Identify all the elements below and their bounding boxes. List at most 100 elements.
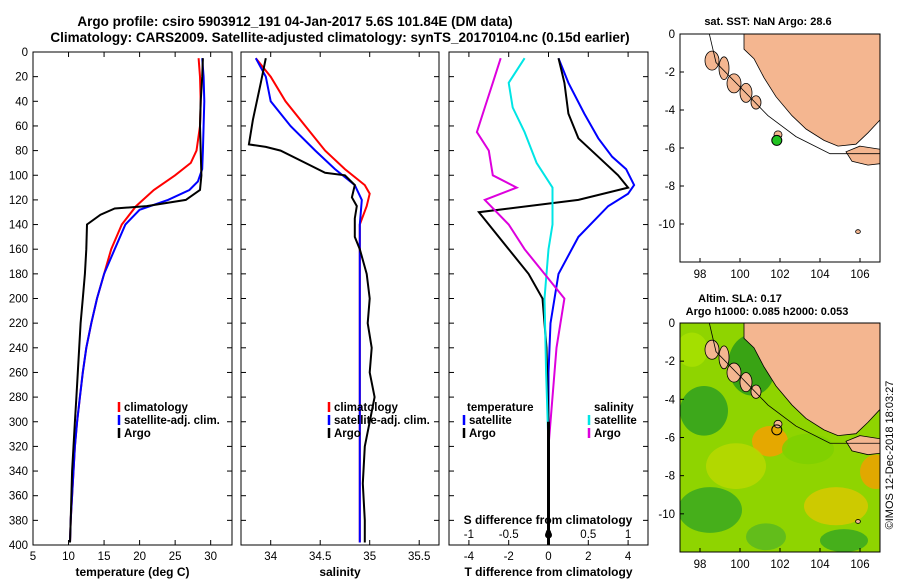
- y-tick-label: -10: [658, 509, 675, 521]
- sst-map-title: sat. SST: NaN Argo: 28.6: [704, 16, 831, 28]
- x-tick-label: -2: [504, 551, 514, 563]
- island: [718, 56, 730, 80]
- x-tick-label: 2: [585, 551, 591, 563]
- y-tick-label: 80: [15, 146, 28, 158]
- legend-entry: satellite-adj. clim.: [124, 415, 220, 427]
- argo-position-marker: [771, 134, 783, 146]
- y-tick-label: -8: [665, 471, 675, 483]
- island: [704, 50, 720, 71]
- x-tick-label: 104: [810, 269, 830, 281]
- legend-entry: satellite: [469, 415, 512, 427]
- island: [726, 362, 742, 383]
- y-tick-label: 380: [9, 515, 28, 527]
- y-tick-label: -10: [658, 219, 675, 231]
- series-line-satellite-adj-clim-: [69, 58, 206, 543]
- y-tick-label: -8: [665, 181, 675, 193]
- x-tick-label: 100: [730, 269, 749, 281]
- y-tick-label: -6: [665, 143, 675, 155]
- s-tick-label: -0.5: [499, 529, 519, 541]
- series-line-argo: [69, 58, 204, 543]
- watermark: ©IMOS 12-Dec-2018 18:03:27: [884, 381, 896, 530]
- x-tick-label: 30: [204, 551, 217, 563]
- x-tick-label: 5: [30, 551, 36, 563]
- y-tick-label: 320: [9, 441, 28, 453]
- legend-entry: satellite-adj. clim.: [334, 415, 430, 427]
- y-tick-label: 240: [9, 343, 28, 355]
- y-tick-label: 0: [669, 318, 675, 330]
- x-axis-label: temperature (deg C): [75, 565, 189, 579]
- s-tick-label: -1: [464, 529, 474, 541]
- series-line-s-satellite: [507, 57, 554, 543]
- header-line1: Argo profile: csiro 5903912_191 04-Jan-2…: [77, 14, 512, 29]
- x-tick-label: 4: [625, 551, 632, 563]
- argo-position-marker: [771, 424, 783, 436]
- y-tick-label: 180: [9, 269, 28, 281]
- y-tick-label: 20: [15, 72, 28, 84]
- y-tick-label: -2: [665, 67, 675, 79]
- x-tick-label: 104: [810, 559, 830, 571]
- sst-map-panel: sat. SST: NaN Argo: 28.6 98 100 102 104 106 0 -…: [658, 16, 881, 281]
- zero-marker: [545, 531, 552, 539]
- y-tick-label: 60: [15, 121, 28, 133]
- y-tick-label: 200: [9, 294, 28, 306]
- y-tick-label: 400: [9, 540, 28, 552]
- y-tick-label: 260: [9, 367, 28, 379]
- y-tick-label: -6: [665, 433, 675, 445]
- x-tick-label: -4: [464, 551, 475, 563]
- sla-anomaly-patch: [746, 523, 786, 551]
- legend-entry: Argo: [334, 428, 361, 440]
- legend-entry: satellite: [594, 415, 637, 427]
- island: [726, 73, 742, 94]
- series-line-satellite-adj-clim-: [254, 57, 363, 543]
- y-tick-label: 340: [9, 466, 28, 478]
- y-tick-label: -4: [665, 105, 676, 117]
- x-tick-label: 15: [98, 551, 111, 563]
- temperature-panel: 0 20 40 60 80 100 120 140 160 180 200 220 240 260 280 3…: [9, 47, 233, 579]
- legend-entry: Argo: [124, 428, 151, 440]
- x-axis-label: T difference from climatology: [464, 565, 632, 579]
- s-tick-label: 0.5: [580, 529, 596, 541]
- sla-map-title-line1: Altim. SLA: 0.17: [698, 293, 782, 305]
- x-tick-label: 98: [694, 559, 707, 571]
- legend-temperature-title: temperature: [467, 402, 533, 414]
- sla-anomaly-patch: [680, 385, 728, 436]
- y-tick-label: 0: [22, 47, 28, 59]
- s-tick-label: 1: [625, 529, 631, 541]
- trench-line: [708, 323, 880, 444]
- x-tick-label: 102: [770, 269, 789, 281]
- legend-entry: climatology: [124, 402, 189, 414]
- y-tick-label: 220: [9, 318, 28, 330]
- y-tick-label: -4: [665, 394, 676, 406]
- x-tick-label: 106: [850, 269, 869, 281]
- sla-anomaly-patch: [782, 433, 834, 465]
- sla-anomaly-patch: [752, 426, 788, 457]
- trench-line: [708, 34, 880, 155]
- x-tick-label: 10: [62, 551, 75, 563]
- island: [855, 229, 861, 234]
- sumatra-landmass: [743, 323, 880, 437]
- island: [704, 339, 720, 360]
- x-tick-label: 25: [169, 551, 182, 563]
- difference-panel: -4 -2 0 2 4 T difference from climatology -1 -0…: [448, 51, 649, 579]
- sla-anomaly-patch: [680, 487, 742, 533]
- y-tick-label: 0: [669, 29, 675, 41]
- x-tick-label: 106: [850, 559, 869, 571]
- island: [855, 519, 861, 524]
- sla-map-title-line2: Argo h1000: 0.085 h2000: 0.053: [686, 306, 849, 318]
- plot-frame: [240, 51, 440, 546]
- x-tick-label: 34: [264, 551, 277, 563]
- x-tick-label: 34.5: [309, 551, 331, 563]
- series-line-t-argo: [476, 57, 630, 543]
- sumatra-landmass: [743, 34, 880, 147]
- y-tick-label: 300: [9, 417, 28, 429]
- y-tick-label: 100: [9, 170, 28, 182]
- legend-entry: climatology: [334, 402, 399, 414]
- x-tick-label: 0: [545, 551, 551, 563]
- plot-frame: [32, 51, 233, 546]
- x-tick-label: 98: [694, 269, 707, 281]
- sla-anomaly-patch: [706, 443, 766, 490]
- sla-anomaly-patch: [804, 487, 868, 526]
- sla-anomaly-patch: [820, 529, 868, 552]
- y-tick-label: 360: [9, 491, 28, 503]
